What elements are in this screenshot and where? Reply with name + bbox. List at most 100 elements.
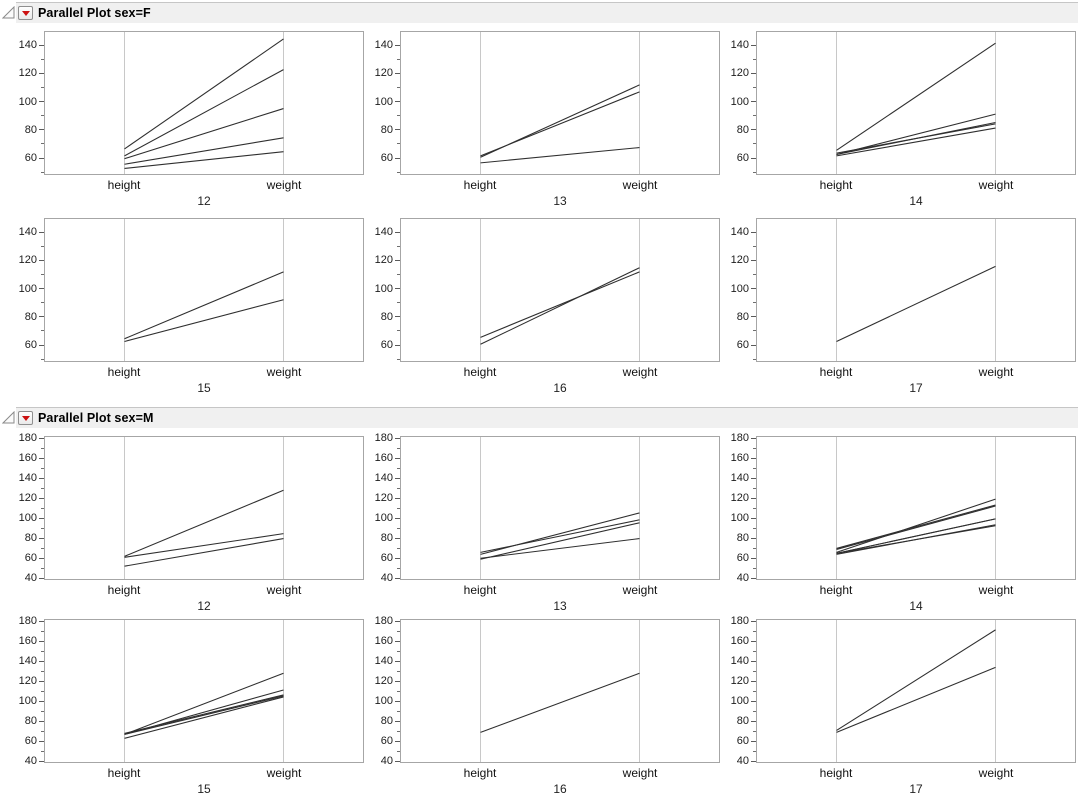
plot-frame[interactable] xyxy=(400,436,720,580)
observation-line[interactable] xyxy=(836,518,996,554)
observation-line[interactable] xyxy=(124,137,284,165)
x-axis-labels: height weight xyxy=(756,583,1076,597)
parallel-lines[interactable] xyxy=(45,620,363,762)
panel-age-13: 40 60 80 100 120 140 160 180 height weight 13 xyxy=(364,432,720,613)
observation-line[interactable] xyxy=(124,69,284,157)
y-tick-major xyxy=(751,231,756,233)
outline-disclosure-icon[interactable] xyxy=(1,411,15,424)
y-tick-minor xyxy=(753,730,756,732)
y-tick-major xyxy=(751,437,756,439)
observation-line[interactable] xyxy=(480,91,640,157)
parallel-lines[interactable] xyxy=(757,437,1075,579)
observation-line[interactable] xyxy=(480,267,640,345)
y-tick-major xyxy=(39,288,44,290)
observation-line[interactable] xyxy=(124,694,284,734)
y-tick-label: 80 xyxy=(24,123,37,136)
parallel-lines[interactable] xyxy=(757,32,1075,174)
y-tick-minor xyxy=(753,171,756,173)
red-triangle-menu-button[interactable] xyxy=(18,6,33,20)
observation-line[interactable] xyxy=(836,123,996,154)
observation-line[interactable] xyxy=(836,629,996,731)
observation-line[interactable] xyxy=(124,151,284,169)
parallel-lines[interactable] xyxy=(45,219,363,361)
observation-line[interactable] xyxy=(124,533,284,558)
y-tick-label: 120 xyxy=(18,254,37,267)
height-axis-line xyxy=(480,32,481,174)
section-title-f: Parallel Plot sex=F xyxy=(38,6,151,20)
parallel-lines[interactable] xyxy=(401,620,719,762)
panel-group-label: 15 xyxy=(197,381,211,395)
parallel-lines[interactable] xyxy=(45,32,363,174)
observation-line[interactable] xyxy=(480,522,640,560)
observation-line[interactable] xyxy=(124,489,284,557)
observation-line[interactable] xyxy=(480,538,640,559)
parallel-lines[interactable] xyxy=(401,219,719,361)
parallel-lines[interactable] xyxy=(757,219,1075,361)
observation-line[interactable] xyxy=(480,147,640,164)
plot-frame[interactable] xyxy=(44,31,364,175)
red-triangle-menu-button[interactable] xyxy=(18,411,33,425)
outline-disclosure-icon[interactable] xyxy=(1,6,15,19)
observation-line[interactable] xyxy=(124,38,284,150)
observation-line[interactable] xyxy=(836,127,996,157)
height-axis-line xyxy=(836,437,837,579)
y-tick-minor xyxy=(397,273,400,275)
weight-axis-line xyxy=(283,620,284,762)
observation-line[interactable] xyxy=(480,271,640,338)
y-tick-minor xyxy=(397,245,400,247)
y-tick-label: 40 xyxy=(736,572,749,584)
y-tick-major xyxy=(39,760,44,762)
observation-line[interactable] xyxy=(836,525,996,554)
observation-line[interactable] xyxy=(124,108,284,160)
y-tick-label: 120 xyxy=(374,492,393,504)
y-tick-major xyxy=(395,760,400,762)
x-axis-labels: height weight xyxy=(400,583,720,597)
y-tick-major xyxy=(39,700,44,702)
observation-line[interactable] xyxy=(836,666,996,733)
plot-frame[interactable] xyxy=(400,31,720,175)
plot-frame[interactable] xyxy=(400,218,720,362)
panel-group-label: 17 xyxy=(909,381,923,395)
observation-line[interactable] xyxy=(124,695,284,735)
observation-line[interactable] xyxy=(124,538,284,567)
observation-line[interactable] xyxy=(836,42,996,151)
observation-line[interactable] xyxy=(124,271,284,340)
y-axis: 40 60 80 100 120 140 160 180 xyxy=(8,432,44,584)
observation-line[interactable] xyxy=(836,505,996,550)
y-tick-major xyxy=(39,437,44,439)
observation-line[interactable] xyxy=(836,498,996,553)
y-tick-label: 140 xyxy=(730,39,749,52)
parallel-lines[interactable] xyxy=(401,32,719,174)
plot-frame[interactable] xyxy=(756,436,1076,580)
plot-frame[interactable] xyxy=(756,31,1076,175)
parallel-lines[interactable] xyxy=(45,437,363,579)
plot-frame[interactable] xyxy=(44,218,364,362)
y-tick-major xyxy=(395,640,400,642)
observation-line[interactable] xyxy=(836,504,996,549)
plot-frame[interactable] xyxy=(756,619,1076,763)
y-tick-label: 180 xyxy=(18,615,37,627)
observation-line[interactable] xyxy=(124,299,284,343)
x-label-weight: weight xyxy=(622,365,658,379)
y-tick-minor xyxy=(753,690,756,692)
y-tick-major xyxy=(39,497,44,499)
y-tick-minor xyxy=(41,567,44,569)
plot-frame[interactable] xyxy=(44,436,364,580)
x-axis-labels: height weight xyxy=(44,766,364,780)
y-tick-label: 160 xyxy=(18,452,37,464)
x-label-height: height xyxy=(463,583,497,597)
y-tick-label: 120 xyxy=(18,492,37,504)
observation-line[interactable] xyxy=(480,672,640,733)
observation-line[interactable] xyxy=(124,696,284,739)
panel-plot-area: 60 80 100 120 140 xyxy=(8,31,364,175)
observation-line[interactable] xyxy=(836,265,996,342)
plot-frame[interactable] xyxy=(44,619,364,763)
panel-group-label: 14 xyxy=(909,194,923,208)
y-axis: 60 80 100 120 140 xyxy=(720,218,756,362)
parallel-lines[interactable] xyxy=(401,437,719,579)
plot-frame[interactable] xyxy=(400,619,720,763)
observation-line[interactable] xyxy=(480,519,640,553)
parallel-lines[interactable] xyxy=(757,620,1075,762)
plot-frame[interactable] xyxy=(756,218,1076,362)
observation-line[interactable] xyxy=(124,672,284,735)
